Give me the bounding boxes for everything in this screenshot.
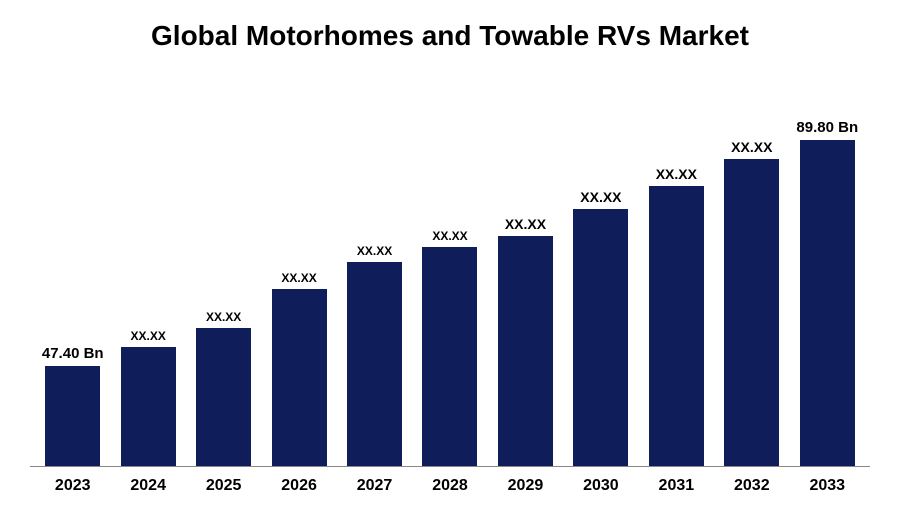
- bar-value-label: XX.XX: [656, 166, 697, 182]
- x-axis-label: 2029: [488, 477, 563, 495]
- bar-group: XX.XX: [412, 82, 487, 466]
- x-axis: 2023202420252026202720282029203020312032…: [30, 467, 870, 495]
- bar: [45, 366, 100, 466]
- bar-value-label: XX.XX: [131, 329, 166, 343]
- bar-value-label: XX.XX: [281, 271, 316, 285]
- bar-group: XX.XX: [714, 82, 789, 466]
- x-axis-label: 2030: [563, 477, 638, 495]
- bar-value-label: XX.XX: [357, 244, 392, 258]
- bar-group: XX.XX: [563, 82, 638, 466]
- x-axis-label: 2032: [714, 477, 789, 495]
- bar-value-label: XX.XX: [432, 229, 467, 243]
- x-axis-label: 2027: [337, 477, 412, 495]
- bar: [121, 347, 176, 466]
- bar-group: 89.80 Bn: [790, 82, 865, 466]
- bar: [498, 236, 553, 466]
- bar: [422, 247, 477, 466]
- x-axis-label: 2023: [35, 477, 110, 495]
- chart-area: 47.40 Bn XX.XX XX.XX XX.XX XX.XX XX.XX XX.XX XX…: [30, 82, 870, 495]
- bar: [800, 140, 855, 466]
- bar-group: XX.XX: [639, 82, 714, 466]
- bar-value-label: XX.XX: [206, 310, 241, 324]
- bar-group: XX.XX: [110, 82, 185, 466]
- bar-value-label: XX.XX: [580, 189, 621, 205]
- bar: [272, 289, 327, 466]
- bar-group: XX.XX: [186, 82, 261, 466]
- x-axis-label: 2028: [412, 477, 487, 495]
- x-axis-label: 2031: [639, 477, 714, 495]
- x-axis-label: 2033: [790, 477, 865, 495]
- x-axis-label: 2025: [186, 477, 261, 495]
- bars-container: 47.40 Bn XX.XX XX.XX XX.XX XX.XX XX.XX XX.XX XX…: [30, 82, 870, 467]
- bar: [573, 209, 628, 466]
- bar: [196, 328, 251, 466]
- bar: [347, 262, 402, 466]
- chart-title: Global Motorhomes and Towable RVs Market: [30, 20, 870, 52]
- x-axis-label: 2024: [110, 477, 185, 495]
- bar: [649, 186, 704, 466]
- bar-value-label: 47.40 Bn: [42, 345, 104, 362]
- bar-group: XX.XX: [337, 82, 412, 466]
- bar-value-label: 89.80 Bn: [796, 119, 858, 136]
- bar-group: XX.XX: [261, 82, 336, 466]
- bar-value-label: XX.XX: [731, 139, 772, 155]
- bar-group: XX.XX: [488, 82, 563, 466]
- bar: [724, 159, 779, 466]
- bar-group: 47.40 Bn: [35, 82, 110, 466]
- bar-value-label: XX.XX: [505, 216, 546, 232]
- x-axis-label: 2026: [261, 477, 336, 495]
